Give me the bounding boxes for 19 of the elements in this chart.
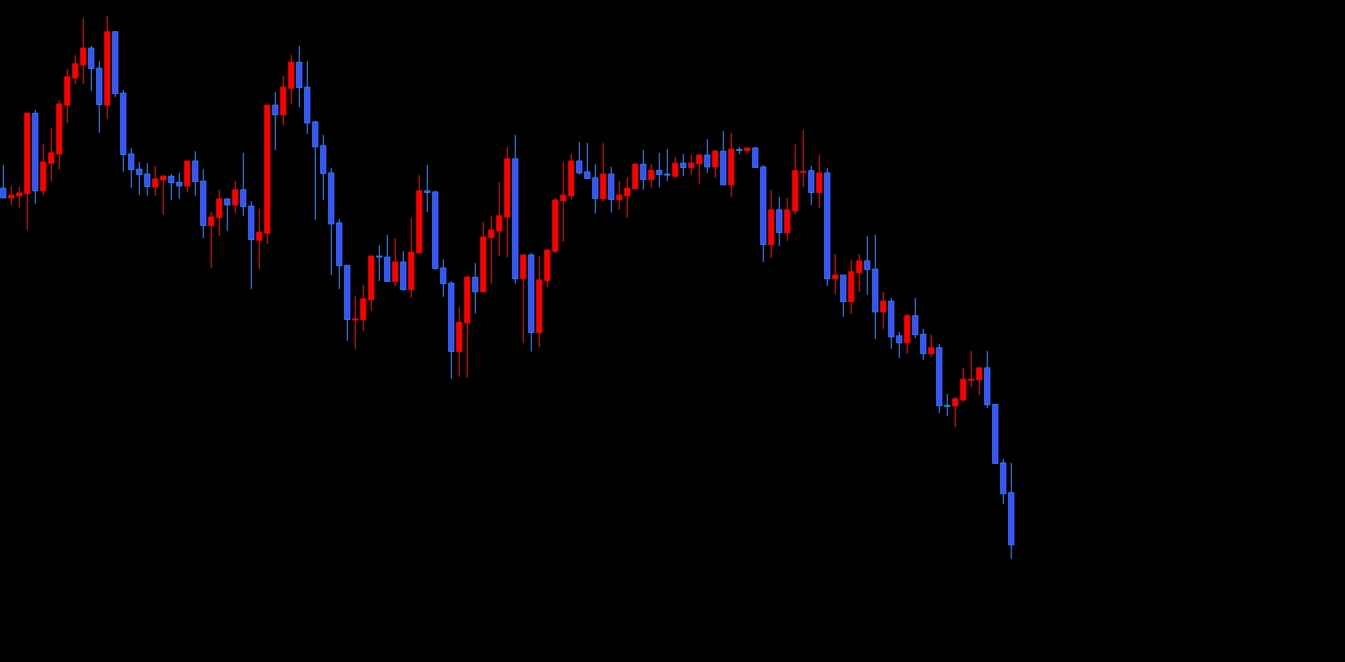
candlestick (712, 149, 719, 179)
candlestick (272, 91, 279, 151)
candlestick (816, 154, 823, 209)
candlestick (472, 262, 479, 315)
candlestick (648, 163, 655, 189)
candlestick (704, 138, 711, 174)
candlestick (0, 164, 7, 199)
candlestick (928, 334, 935, 358)
candlestick (232, 180, 239, 214)
candlestick (832, 253, 839, 295)
candlestick (640, 149, 647, 191)
candlestick (672, 156, 679, 179)
candlestick (880, 291, 887, 330)
candlestick (808, 165, 815, 206)
candlestick (224, 197, 231, 232)
candlestick (680, 153, 687, 177)
candlestick (776, 196, 783, 247)
candlestick (392, 237, 399, 287)
candlestick (520, 254, 527, 344)
